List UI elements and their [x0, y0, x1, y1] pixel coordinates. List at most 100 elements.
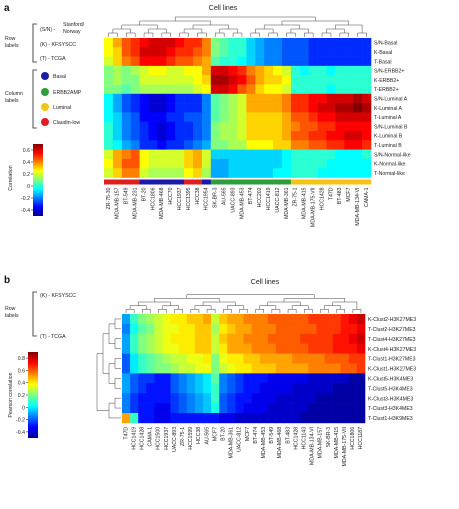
- cell-s-n-normal-like-26: [335, 149, 345, 160]
- cell-t-clust5-h3k4me3-29: [356, 383, 366, 394]
- cell-t-erbb2-19: [273, 84, 283, 95]
- cell-t-clust1-h3k9me3-0: [122, 413, 131, 424]
- class-bar-erbb2amp: [264, 179, 274, 185]
- panel-a-row-label: T-Luminal B: [374, 143, 402, 149]
- cell-t-erbb2-21: [290, 84, 301, 95]
- cell-k-basal-17: [255, 47, 265, 57]
- cell-t-clust1-h3k27me3-7: [178, 353, 188, 364]
- panel-b-row-legend-t: (T) - TCGA: [40, 334, 66, 340]
- cell-s-n-erbb2-20: [282, 65, 292, 76]
- cell-k-basal-5: [148, 47, 158, 57]
- panel-b-colorbar-label: Pearson correlation: [8, 372, 14, 417]
- class-bar-erbb2amp: [237, 179, 247, 185]
- panel-b-dendrogram-branch: [158, 309, 167, 313]
- cell-k-luminal-a-14: [228, 103, 238, 113]
- cell-s-n-luminal-b-18: [264, 121, 274, 132]
- cell-t-clust1-h3k9me3-27: [340, 413, 350, 424]
- panel-b-dendrogram-branch: [137, 301, 171, 306]
- cell-t-normal-like-16: [246, 168, 256, 178]
- cell-t-luminal-a-15: [237, 112, 247, 122]
- panel-b-row-dendrogram-branch: [114, 338, 121, 349]
- cell-t-basal-19: [273, 56, 283, 67]
- cell-k-normal-like-16: [246, 158, 256, 169]
- cell-t-luminal-a-22: [299, 112, 309, 122]
- cell-t-luminal-b-24: [317, 140, 327, 150]
- cell-t-clust2-h3k27me3-8: [186, 323, 196, 335]
- class-bar-erbb2amp: [282, 179, 292, 185]
- cell-t-clust3-h3k4me3-5: [162, 403, 171, 414]
- cell-s-n-erbb2-9: [184, 65, 194, 76]
- cell-k-clust4-h3k27me3-12: [219, 343, 228, 354]
- cell-k-basal-24: [317, 47, 327, 57]
- cell-t-luminal-b-18: [264, 140, 274, 150]
- panel-b-dendrogram-branch: [320, 309, 329, 313]
- cell-k-basal-3: [130, 47, 140, 57]
- cell-k-clust1-h3k27me3-29: [356, 363, 366, 374]
- cell-t-clust3-h3k4me3-0: [122, 403, 131, 414]
- cell-k-normal-like-6: [157, 158, 167, 169]
- cell-k-normal-like-11: [201, 158, 212, 169]
- cell-s-n-normal-like-8: [175, 149, 185, 160]
- panel-a-column-label: UACC-812: [275, 187, 281, 212]
- cell-t-clust1-h3k27me3-22: [300, 353, 309, 364]
- cell-t-clust5-h3k4me3-22: [300, 383, 309, 394]
- cell-k-clust1-h3k27me3-3: [146, 363, 155, 374]
- cell-t-clust2-h3k27me3-6: [170, 323, 179, 335]
- panel-a-row-label: T-ERBB2+: [374, 87, 399, 93]
- panel-a-column-label: MDA-MB-175-VII: [310, 188, 316, 228]
- cell-t-clust5-h3k4me3-11: [211, 383, 220, 394]
- panel-a-column-label: HCC202: [257, 187, 263, 207]
- cell-k-luminal-a-12: [210, 103, 220, 113]
- cell-k-clust4-h3k27me3-0: [122, 343, 131, 354]
- class-bar-luminal: [344, 179, 354, 185]
- cell-t-basal-4: [139, 56, 149, 67]
- cell-t-clust1-h3k9me3-17: [259, 413, 269, 424]
- panel-b-dendrogram-branch: [194, 305, 212, 310]
- cell-k-luminal-a-20: [282, 103, 292, 113]
- cell-k-clust3-h3k4me3-14: [235, 393, 244, 404]
- cell-t-clust2-h3k27me3-20: [284, 323, 293, 335]
- cell-k-clust3-h3k4me3-8: [186, 393, 196, 404]
- cell-t-clust2-h3k27me3-22: [300, 323, 309, 335]
- cell-t-clust4-h3k27me3-27: [340, 333, 350, 344]
- cell-s-n-erbb2-0: [104, 65, 114, 76]
- panel-b-row-dendrogram-branch: [114, 358, 121, 369]
- cell-s-n-luminal-a-8: [175, 93, 185, 104]
- cell-k-clust2-h3k27me3-14: [235, 314, 244, 325]
- cell-t-basal-17: [255, 56, 265, 67]
- panel-a-dendrogram-branch: [286, 32, 296, 37]
- panel-a-dendrogram-branch: [108, 32, 118, 37]
- cell-t-clust2-h3k27me3-3: [146, 323, 155, 335]
- cell-k-luminal-b-20: [282, 131, 292, 141]
- cell-k-erbb2-24: [317, 75, 327, 85]
- cell-s-n-luminal-b-19: [273, 121, 283, 132]
- cell-t-clust2-h3k27me3-28: [348, 323, 358, 335]
- cell-k-luminal-a-5: [148, 103, 158, 113]
- cell-k-basal-11: [201, 47, 212, 57]
- cell-t-clust1-h3k27me3-23: [308, 353, 317, 364]
- panel-b-letter: b: [4, 275, 10, 286]
- cell-t-luminal-b-26: [335, 140, 345, 150]
- cell-k-luminal-b-19: [273, 131, 283, 141]
- cell-t-basal-29: [362, 56, 372, 67]
- panel-a-column-label: MDA-MB-415: [302, 187, 308, 219]
- class-bar-erbb2amp: [255, 179, 265, 185]
- cell-k-normal-like-14: [228, 158, 238, 169]
- cell-t-clust3-h3k4me3-4: [154, 403, 163, 414]
- class-bar-claudin-low: [130, 179, 140, 185]
- cell-k-luminal-b-29: [362, 131, 372, 141]
- cell-t-clust4-h3k27me3-0: [122, 333, 131, 344]
- panel-a-colorbar-tick-label: 0.4: [23, 160, 30, 166]
- cell-s-n-normal-like-27: [344, 149, 354, 160]
- cell-k-clust4-h3k27me3-28: [348, 343, 358, 354]
- cell-s-n-luminal-a-4: [139, 93, 149, 104]
- cell-s-n-luminal-a-23: [308, 93, 318, 104]
- cell-t-normal-like-10: [193, 168, 203, 178]
- panel-a-colorbar-tick-label: -0.2: [21, 196, 30, 202]
- cell-s-n-luminal-a-22: [299, 93, 309, 104]
- panel-b-dendrogram-branch: [259, 305, 277, 310]
- cell-s-n-luminal-a-10: [193, 93, 203, 104]
- cell-k-clust3-h3k4me3-13: [227, 393, 236, 404]
- cell-t-erbb2-17: [255, 84, 265, 95]
- cell-t-luminal-a-9: [184, 112, 194, 122]
